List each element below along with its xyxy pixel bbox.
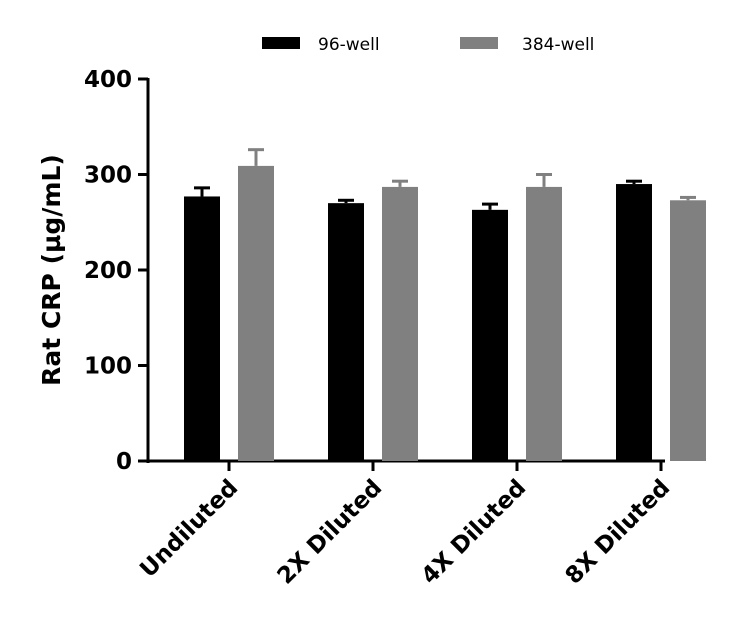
legend-swatch [262,37,300,49]
y-tick-label: 200 [84,258,132,284]
y-tick-label: 0 [116,449,132,475]
bar-96-well-2x-diluted [328,203,364,461]
bar-384-well-undiluted [238,165,274,461]
y-axis-label: Rat CRP (µg/mL) [37,154,66,386]
legend-label: 384-well [522,35,594,55]
y-tick-label: 100 [84,354,132,380]
x-tick-label: Undiluted [135,475,243,583]
y-axis: 0 100 200 300 400 [84,67,150,475]
legend: 96-well 384-well [262,35,594,55]
bar-96-well-8x-diluted [616,184,652,462]
x-tick-label: 8X Diluted [561,475,676,590]
bar-96-well-undiluted [184,196,220,461]
y-tick-label: 400 [84,67,132,93]
bar-384-well-8x-diluted [670,200,706,461]
bar-384-well-2x-diluted [382,186,418,462]
bar-384-well-4x-diluted [526,186,562,462]
bars [184,148,706,462]
y-tick-label: 300 [84,163,132,189]
x-axis: Undiluted 2X Diluted 4X Diluted 8X Diluted [135,459,676,590]
legend-label: 96-well [318,35,380,55]
bar-96-well-4x-diluted [472,209,508,461]
x-tick-label: 4X Diluted [417,475,532,590]
legend-swatch [460,37,498,49]
x-tick-label: 2X Diluted [273,475,388,590]
